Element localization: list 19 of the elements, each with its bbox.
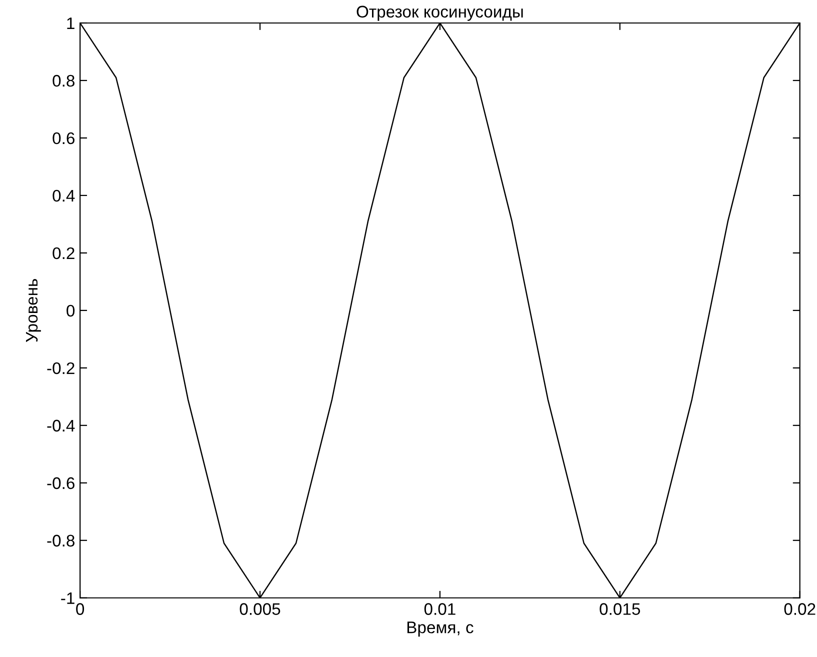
- y-tick-label: -0.4: [47, 420, 75, 432]
- y-tick-label: 0: [66, 304, 75, 317]
- x-axis-title: Время, с: [407, 622, 474, 637]
- y-tick-label: -0.6: [47, 477, 74, 490]
- y-tick-label: 0.2: [52, 247, 74, 260]
- x-tick-label: 0.02: [784, 603, 816, 615]
- y-tick-label: -0.2: [47, 362, 74, 374]
- y-axis-title: Уровень: [26, 279, 41, 342]
- y-tick-label: 0.4: [52, 190, 75, 202]
- x-tick-label: 0: [76, 603, 84, 615]
- chart-title: Отрезок косинусоиды: [356, 6, 523, 21]
- x-tick-label: 0.015: [600, 603, 640, 615]
- y-tick-label: 0.6: [52, 132, 74, 144]
- y-tick-label: -0.8: [47, 534, 74, 547]
- x-tick-label: 0.01: [424, 603, 456, 615]
- y-tick-label: -1: [61, 592, 74, 604]
- y-tick-label: 1: [67, 18, 74, 30]
- y-tick-label: 0.8: [52, 74, 74, 87]
- x-tick-label: 0.005: [240, 603, 280, 615]
